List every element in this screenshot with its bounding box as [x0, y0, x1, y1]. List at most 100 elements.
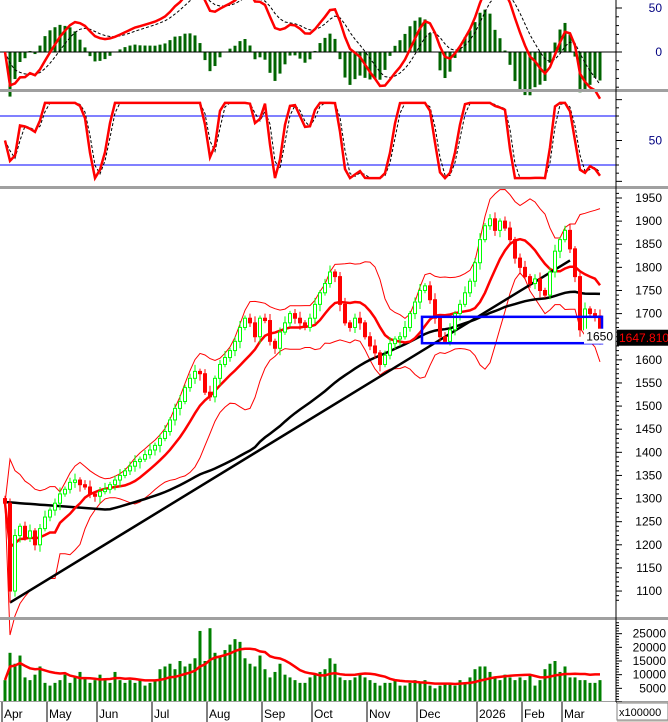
macd-histogram-bar — [278, 52, 282, 74]
candle-body — [8, 502, 12, 592]
candle-body — [313, 303, 317, 319]
macd-histogram-bar — [268, 52, 272, 73]
macd-histogram-bar — [533, 52, 537, 88]
candle-body — [393, 338, 397, 345]
volume-bar — [103, 680, 107, 702]
macd-histogram-bar — [568, 34, 572, 52]
panel-separator — [0, 186, 668, 189]
candle-body — [23, 525, 27, 539]
macd-histogram-bar — [293, 52, 297, 56]
volume-bar — [43, 682, 47, 702]
macd-histogram-bar — [173, 36, 177, 52]
candle-body — [498, 220, 502, 231]
month-label: Aug — [209, 707, 230, 721]
macd-histogram-bar — [508, 52, 512, 65]
candle-body — [458, 303, 462, 315]
volume-bar — [133, 682, 137, 702]
stochastic-d-line — [4, 102, 601, 179]
moving-average-long — [4, 290, 601, 511]
candle-body — [273, 340, 277, 349]
candle-body — [158, 437, 162, 446]
macd-histogram-bar — [313, 50, 317, 52]
stochastic-panel — [0, 101, 616, 182]
candle-body — [98, 491, 102, 497]
macd-tick-label: 50 — [649, 1, 663, 15]
macd-histogram-bar — [68, 27, 72, 52]
volume-bar — [468, 677, 472, 702]
volume-bar — [278, 663, 282, 702]
stochastic-tick-label: 50 — [649, 134, 663, 148]
volume-bar — [383, 682, 387, 702]
candle-body — [148, 449, 152, 456]
volume-bar — [58, 680, 62, 702]
month-label: Apr — [4, 707, 23, 721]
macd-histogram-bar — [28, 50, 32, 52]
price-tick-label: 1850 — [635, 237, 662, 251]
price-tick-label: 1200 — [635, 538, 662, 552]
macd-histogram-bar — [338, 52, 342, 60]
volume-bar — [458, 680, 462, 702]
price-tick-label: 1400 — [635, 445, 662, 459]
volume-bar — [598, 680, 602, 702]
volume-moving-average — [3, 647, 600, 686]
price-tick-label: 1750 — [635, 283, 662, 297]
volume-bar — [323, 669, 327, 702]
price-tick-label: 1450 — [635, 422, 662, 436]
price-tick-label: 1500 — [635, 399, 662, 413]
macd-histogram-bar — [593, 52, 597, 78]
macd-histogram-bar — [178, 36, 182, 52]
candle-body — [373, 345, 377, 354]
volume-bar — [53, 682, 57, 702]
volume-bar — [138, 680, 142, 702]
volume-bar — [253, 666, 257, 702]
macd-histogram-bar — [93, 52, 97, 62]
candle-body — [588, 308, 592, 315]
volume-bar — [533, 685, 537, 702]
volume-bar — [148, 682, 152, 702]
volume-bar — [558, 671, 562, 702]
candle-body — [298, 317, 302, 324]
candle-body — [383, 354, 387, 365]
macd-histogram-bar — [378, 52, 382, 80]
bollinger-upper-band — [4, 188, 601, 504]
volume-tick-label: 10000 — [633, 668, 667, 682]
volume-bar — [288, 677, 292, 702]
candle-body — [213, 377, 217, 398]
volume-bar — [538, 680, 542, 702]
volume-bar — [593, 682, 597, 702]
macd-histogram-bar — [353, 52, 357, 80]
macd-histogram-bar — [398, 40, 402, 52]
candle-body — [168, 419, 172, 433]
candle-body — [438, 317, 442, 338]
macd-histogram-bar — [393, 45, 397, 52]
volume-bar — [293, 680, 297, 702]
candle-body — [368, 336, 372, 347]
volume-bar — [418, 682, 422, 702]
macd-histogram-bar — [128, 45, 132, 52]
volume-bar — [393, 680, 397, 702]
volume-bar — [38, 666, 42, 702]
macd-histogram-bar — [193, 35, 197, 52]
macd-histogram-bar — [328, 33, 332, 52]
candle-body — [243, 317, 247, 328]
price-tick-label: 1250 — [635, 515, 662, 529]
volume-bar — [553, 661, 557, 702]
candle-body — [303, 322, 307, 328]
volume-bar — [303, 682, 307, 702]
macd-histogram-bar — [318, 43, 322, 52]
candle-body — [543, 289, 547, 296]
volume-bar — [243, 658, 247, 702]
macd-histogram-bar — [298, 52, 302, 59]
month-label: Nov — [369, 707, 390, 721]
candle-body — [453, 313, 457, 331]
volume-bar — [353, 677, 357, 702]
macd-histogram-bar — [248, 45, 252, 52]
candle-body — [253, 322, 257, 338]
volume-bar — [343, 680, 347, 702]
volume-bar — [248, 663, 252, 702]
price-tick-label: 1100 — [636, 584, 662, 598]
macd-histogram-bar — [588, 52, 592, 85]
macd-histogram-bar — [448, 52, 452, 72]
volume-bar — [308, 677, 312, 702]
candle-body — [218, 363, 222, 379]
